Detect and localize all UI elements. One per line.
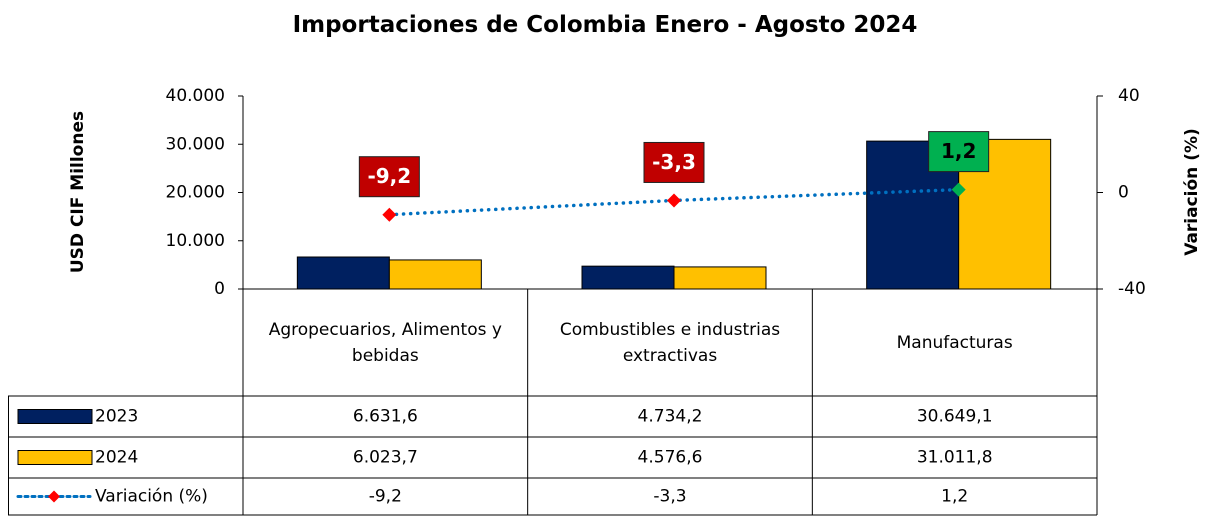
- table-value: 4.576,6: [638, 448, 703, 468]
- x-tick-label: Agropecuarios, Alimentos y bebidas: [268, 319, 502, 366]
- y-tick-label: 30.000: [166, 134, 225, 154]
- y-tick-label: 10.000: [166, 231, 225, 251]
- bar: [673, 266, 767, 290]
- chart-title: Importaciones de Colombia Enero - Agosto…: [292, 12, 918, 38]
- legend-swatch: [17, 450, 93, 465]
- x-tick-label: Manufacturas: [896, 332, 1013, 353]
- y2-tick-label: 40: [1118, 86, 1140, 106]
- legend-label: 2023: [95, 407, 138, 427]
- data-label-box: [928, 131, 990, 173]
- y-tick-label: 0: [214, 279, 225, 299]
- bar: [296, 256, 390, 290]
- y2-tick-label: -40: [1118, 279, 1146, 299]
- y-tick-label: 20.000: [166, 183, 225, 203]
- data-label-box: [358, 156, 420, 198]
- y2-axis-label: Variación (%): [1182, 128, 1202, 256]
- bar: [581, 265, 675, 290]
- table-value: 30.649,1: [917, 407, 993, 427]
- table-value: 6.023,7: [353, 448, 418, 468]
- marker: [667, 193, 681, 208]
- legend-label: Variación (%): [95, 487, 208, 507]
- y2-tick-label: 0: [1118, 183, 1129, 203]
- y-axis-label: USD CIF Millones: [68, 111, 88, 273]
- table-value: 6.631,6: [353, 407, 418, 427]
- table-value: -3,3: [653, 487, 686, 507]
- table-value: 31.011,8: [917, 448, 993, 468]
- data-label-box: [643, 141, 705, 183]
- x-tick-label: Combustibles e industrias extractivas: [559, 319, 781, 366]
- data-label: -9,2: [367, 164, 411, 188]
- legend-swatch: [17, 409, 93, 424]
- table-value: 4.734,2: [638, 407, 703, 427]
- bar: [388, 259, 482, 290]
- table-value: 1,2: [941, 487, 968, 507]
- data-label: -3,3: [652, 150, 696, 174]
- marker: [951, 182, 966, 197]
- data-label: 1,2: [941, 139, 976, 163]
- legend-marker: [48, 490, 60, 503]
- marker: [382, 207, 397, 222]
- table-value: -9,2: [369, 487, 402, 507]
- legend-label: 2024: [95, 448, 138, 468]
- y-tick-label: 40.000: [166, 86, 225, 106]
